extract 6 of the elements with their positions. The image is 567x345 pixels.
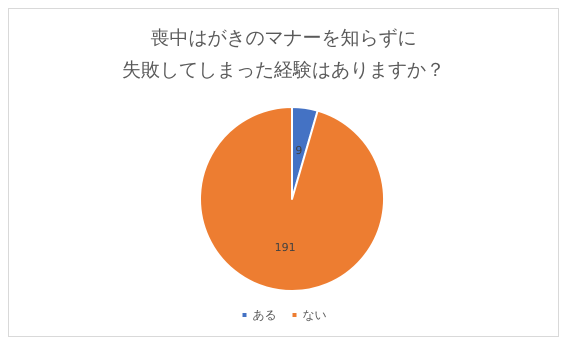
text: 喪中はがきのマナーを知らずに: [150, 27, 416, 49]
legend-label: ある: [252, 308, 276, 322]
data-label: 9: [295, 144, 302, 157]
text: 失敗してしまった経験はありますか？: [122, 59, 445, 81]
data-label: 191: [274, 241, 296, 254]
legend-label: ない: [302, 308, 326, 322]
